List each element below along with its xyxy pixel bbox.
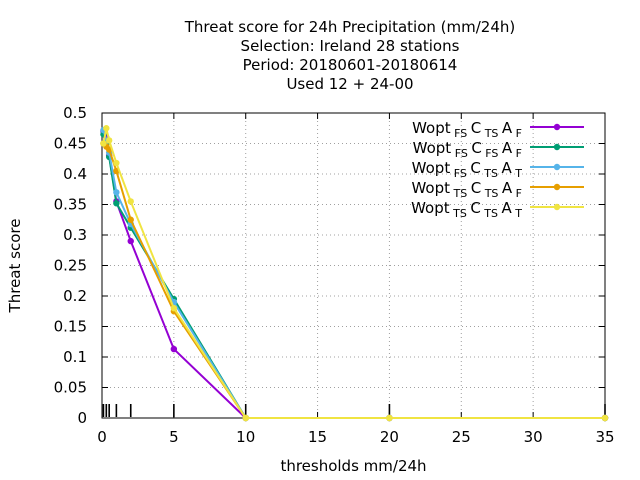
title-line: Period: 20180601-20180614 bbox=[243, 56, 458, 74]
x-tick-label: 15 bbox=[308, 428, 327, 446]
series bbox=[100, 125, 609, 422]
x-tick-label: 10 bbox=[236, 428, 255, 446]
legend-text: Wopt bbox=[411, 179, 450, 197]
legend-text: A bbox=[502, 139, 513, 157]
x-tick-label: 35 bbox=[595, 428, 614, 446]
legend-subscript: FS bbox=[451, 147, 471, 160]
series-2 bbox=[100, 131, 609, 422]
data-point bbox=[601, 414, 609, 422]
y-axis-label: Threat score bbox=[6, 219, 24, 314]
data-point bbox=[170, 305, 178, 312]
legend-text: C bbox=[470, 159, 480, 177]
data-point bbox=[113, 200, 120, 207]
legend-text: C bbox=[471, 119, 481, 137]
legend-subscript: TS bbox=[481, 187, 502, 200]
x-tick-label: 30 bbox=[524, 428, 543, 446]
y-tick-label: 0.45 bbox=[54, 135, 87, 153]
x-axis: 0 5 10 15 20 25 30 35 bbox=[97, 113, 615, 446]
y-tick-label: 0.2 bbox=[63, 287, 87, 305]
legend-text: Wopt bbox=[413, 139, 452, 157]
legend-marker bbox=[553, 163, 561, 171]
data-point bbox=[113, 159, 120, 167]
data-point bbox=[127, 198, 134, 205]
y-tick-label: 0.35 bbox=[54, 196, 87, 214]
data-point bbox=[103, 125, 110, 132]
series-4 bbox=[100, 140, 609, 422]
legend-subscript: TS bbox=[481, 127, 502, 140]
legend-label: Wopt FS C FS A F bbox=[413, 139, 522, 160]
legend-subscript: TS bbox=[450, 207, 471, 220]
legend-subscript: TS bbox=[450, 187, 471, 200]
legend-text: A bbox=[502, 119, 513, 137]
x-tick-label: 20 bbox=[380, 428, 399, 446]
y-tick-label: 0.3 bbox=[63, 226, 87, 244]
y-tick-label: 0.5 bbox=[63, 104, 87, 122]
data-point bbox=[386, 414, 393, 422]
legend-text: A bbox=[502, 159, 513, 177]
legend-marker bbox=[553, 123, 561, 131]
data-point bbox=[113, 189, 120, 196]
legend-marker bbox=[553, 183, 561, 191]
y-axis: 0 0.05 0.1 0.15 0.2 0.25 0.3 0.35 0.4 0.45 0.5 bbox=[54, 104, 605, 427]
legend-subscript: T bbox=[512, 207, 522, 220]
legend-subscript: FS bbox=[482, 147, 502, 160]
threshold-marks bbox=[102, 404, 606, 417]
legend-label: Wopt TS C TS A T bbox=[411, 199, 522, 220]
series-5 bbox=[100, 125, 609, 422]
x-tick-label: 5 bbox=[169, 428, 179, 446]
legend-text: Wopt bbox=[412, 159, 451, 177]
series-line bbox=[102, 142, 605, 419]
legend-marker bbox=[553, 143, 561, 151]
x-axis-label: thresholds mm/24h bbox=[280, 457, 426, 475]
legend-subscript: T bbox=[512, 167, 522, 180]
legend-subscript: F bbox=[512, 147, 522, 160]
title-line: Used 12 + 24-00 bbox=[286, 75, 413, 93]
legend-text: C bbox=[471, 139, 481, 157]
legend-subscript: FS bbox=[451, 127, 471, 140]
legend-marker bbox=[553, 203, 561, 211]
title-line: Selection: Ireland 28 stations bbox=[241, 37, 460, 55]
data-point bbox=[100, 140, 107, 147]
legend-text: Wopt bbox=[411, 199, 450, 217]
series-1 bbox=[100, 128, 609, 422]
series-line bbox=[102, 129, 605, 419]
plot-frame bbox=[101, 112, 606, 419]
legend-subscript: FS bbox=[450, 167, 470, 180]
series-3 bbox=[100, 126, 609, 422]
legend-label: Wopt FS C TS A F bbox=[412, 119, 522, 140]
data-point bbox=[242, 414, 249, 422]
legend-text: Wopt bbox=[412, 119, 451, 137]
y-tick-label: 0.05 bbox=[54, 379, 87, 397]
x-tick-label: 0 bbox=[97, 428, 107, 446]
legend-text: A bbox=[502, 199, 513, 217]
legend-text: A bbox=[502, 179, 513, 197]
y-tick-label: 0 bbox=[77, 409, 87, 427]
legend-text: C bbox=[470, 199, 480, 217]
legend-text: C bbox=[471, 179, 481, 197]
y-tick-label: 0.1 bbox=[63, 348, 87, 366]
legend-label: Wopt FS C TS A T bbox=[412, 159, 523, 180]
title-line: Threat score for 24h Precipitation (mm/2… bbox=[184, 18, 516, 36]
chart-title: Threat score for 24h Precipitation (mm/2… bbox=[184, 18, 516, 93]
legend-label: Wopt TS C TS A F bbox=[411, 179, 522, 200]
legend-subscript: F bbox=[512, 127, 522, 140]
y-tick-label: 0.4 bbox=[63, 165, 87, 183]
data-point bbox=[170, 345, 178, 353]
legend-subscript: TS bbox=[481, 207, 502, 220]
data-point bbox=[105, 137, 113, 144]
data-point bbox=[127, 237, 134, 245]
y-tick-label: 0.15 bbox=[54, 318, 87, 336]
x-tick-label: 25 bbox=[452, 428, 471, 446]
legend-subscript: TS bbox=[481, 167, 502, 180]
grid bbox=[102, 113, 605, 418]
data-point bbox=[127, 216, 134, 223]
series-line bbox=[102, 128, 605, 419]
legend: Wopt FS C TS A F Wopt FS C FS A F Wopt F… bbox=[411, 119, 584, 220]
legend-subscript: F bbox=[512, 187, 522, 200]
series-line bbox=[102, 134, 605, 419]
y-tick-label: 0.25 bbox=[54, 257, 87, 275]
